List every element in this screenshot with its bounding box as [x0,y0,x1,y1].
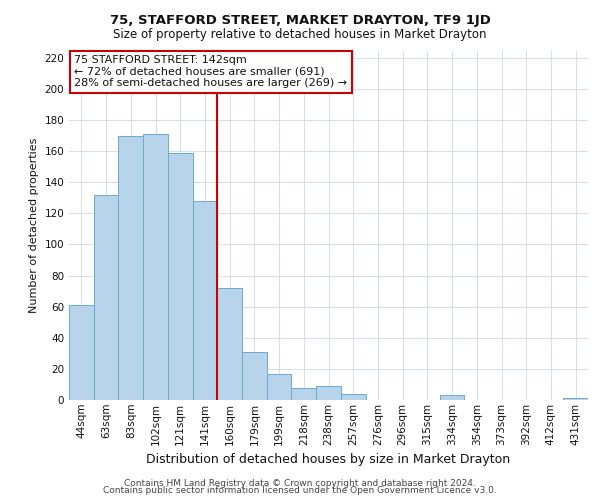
X-axis label: Distribution of detached houses by size in Market Drayton: Distribution of detached houses by size … [146,453,511,466]
Bar [143,134,168,400]
Bar [292,388,316,400]
Y-axis label: Number of detached properties: Number of detached properties [29,138,39,312]
Bar [563,398,588,400]
Bar [217,288,242,400]
Bar [69,305,94,400]
Bar [341,394,365,400]
Bar [440,396,464,400]
Text: 75 STAFFORD STREET: 142sqm
← 72% of detached houses are smaller (691)
28% of sem: 75 STAFFORD STREET: 142sqm ← 72% of deta… [74,56,347,88]
Bar [94,194,118,400]
Bar [118,136,143,400]
Text: 75, STAFFORD STREET, MARKET DRAYTON, TF9 1JD: 75, STAFFORD STREET, MARKET DRAYTON, TF9… [110,14,490,27]
Bar [316,386,341,400]
Text: Size of property relative to detached houses in Market Drayton: Size of property relative to detached ho… [113,28,487,41]
Bar [242,352,267,400]
Bar [168,152,193,400]
Text: Contains HM Land Registry data © Crown copyright and database right 2024.: Contains HM Land Registry data © Crown c… [124,478,476,488]
Text: Contains public sector information licensed under the Open Government Licence v3: Contains public sector information licen… [103,486,497,495]
Bar [193,201,217,400]
Bar [267,374,292,400]
